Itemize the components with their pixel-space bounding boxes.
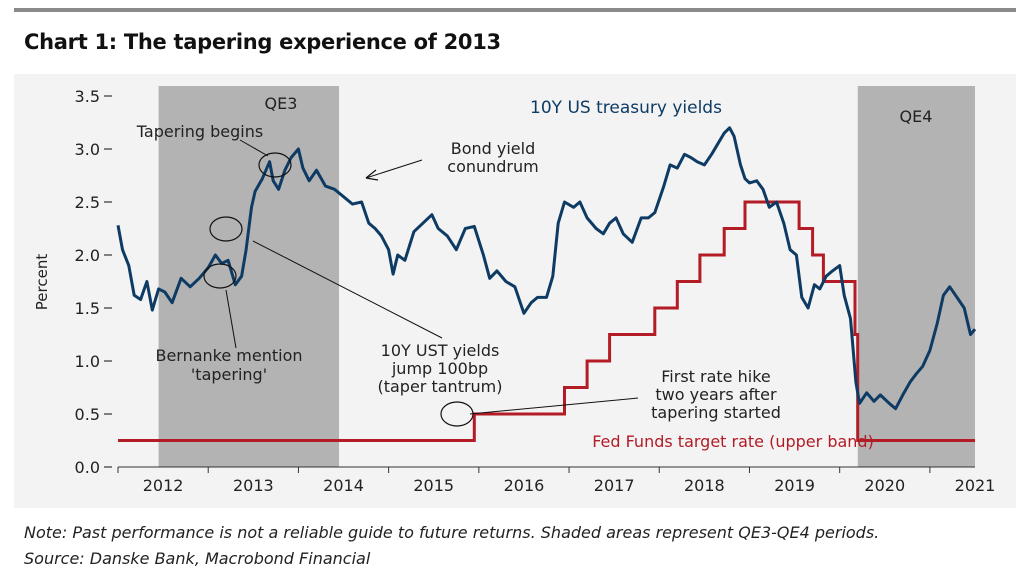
bernanke-circle bbox=[203, 263, 237, 289]
y-tick-label: 2.0 bbox=[75, 246, 100, 265]
first-hike-label-3: tapering started bbox=[651, 403, 781, 422]
y-axis: 0.0 0.5 1.0 1.5 2.0 2.5 3.0 3.5 Percent bbox=[33, 87, 112, 477]
tantrum-leader bbox=[252, 240, 443, 339]
shaded-periods bbox=[158, 86, 975, 467]
conundrum-label-2: conundrum bbox=[447, 157, 538, 176]
conundrum-label-1: Bond yield bbox=[451, 139, 536, 158]
y-tick-label: 0.0 bbox=[75, 458, 100, 477]
bernanke-label-2: 'tapering' bbox=[191, 365, 267, 384]
source-line: Source: Danske Bank, Macrobond Financial bbox=[24, 549, 371, 568]
tapering-begins-label: Tapering begins bbox=[136, 122, 263, 141]
footer-notes: Note: Past performance is not a reliable… bbox=[24, 520, 879, 572]
first-hike-circle bbox=[440, 401, 474, 427]
x-tick-label: 2019 bbox=[774, 476, 815, 495]
tantrum-label-1: 10Y UST yields bbox=[381, 341, 500, 360]
y-tick-label: 2.5 bbox=[75, 193, 100, 212]
qe3-label: QE3 bbox=[265, 94, 298, 113]
qe4-label: QE4 bbox=[900, 107, 933, 126]
tapering-leader bbox=[239, 139, 269, 157]
first-hike-label-2: two years after bbox=[655, 385, 777, 404]
y-tick-label: 1.5 bbox=[75, 299, 100, 318]
y-tick-label: 0.5 bbox=[75, 405, 100, 424]
shaded-period-2 bbox=[857, 86, 975, 467]
shaded-period-1 bbox=[158, 86, 340, 467]
x-tick-label: 2013 bbox=[233, 476, 274, 495]
x-tick-label: 2015 bbox=[413, 476, 454, 495]
x-tick-label: 2020 bbox=[864, 476, 905, 495]
x-tick-label: 2012 bbox=[143, 476, 184, 495]
x-tick-label: 2016 bbox=[504, 476, 545, 495]
y-tick-label: 1.0 bbox=[75, 352, 100, 371]
conundrum-arrow-shaft bbox=[365, 159, 423, 179]
chart-title: Chart 1: The tapering experience of 2013 bbox=[24, 30, 501, 54]
x-axis: 2012 2013 2014 2015 2016 2017 2018 2019 2020 2021 bbox=[117, 466, 996, 495]
x-tick-label: 2017 bbox=[594, 476, 635, 495]
treasury-yield-line bbox=[116, 126, 977, 411]
conundrum-arrow-head bbox=[365, 169, 379, 181]
tapering-circle bbox=[258, 152, 292, 178]
bernanke-label-1: Bernanke mention bbox=[155, 346, 302, 365]
tantrum-label-3: (taper tantrum) bbox=[377, 377, 502, 396]
tantrum-label-2: jump 100bp bbox=[391, 359, 488, 378]
x-tick-label: 2021 bbox=[955, 476, 996, 495]
series-lines bbox=[116, 126, 977, 442]
series-label-fed: Fed Funds target rate (upper band) bbox=[592, 432, 874, 451]
fed-funds-line bbox=[118, 200, 975, 442]
bernanke-leader bbox=[225, 289, 237, 349]
annotations: QE3 QE4 10Y US treasury yields Tapering beg… bbox=[136, 94, 933, 451]
y-tick-label: 3.5 bbox=[75, 87, 100, 106]
y-axis-label: Percent bbox=[33, 254, 51, 311]
taper-tantrum-circle bbox=[209, 216, 243, 242]
first-hike-label-1: First rate hike bbox=[661, 367, 770, 386]
y-tick-label: 3.0 bbox=[75, 140, 100, 159]
first-hike-leader bbox=[469, 397, 639, 415]
footnote: Note: Past performance is not a reliable… bbox=[24, 523, 880, 542]
x-tick-label: 2014 bbox=[323, 476, 364, 495]
x-tick-label: 2018 bbox=[684, 476, 725, 495]
series-label-yield: 10Y US treasury yields bbox=[530, 98, 722, 118]
top-rule bbox=[14, 8, 1016, 12]
